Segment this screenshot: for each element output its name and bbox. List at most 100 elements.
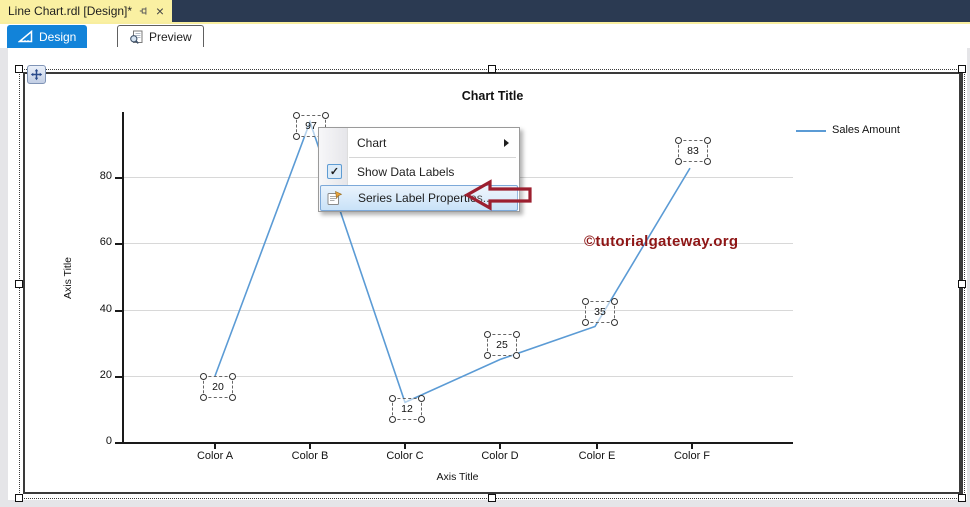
label-handle (582, 319, 589, 326)
move-handle[interactable] (27, 65, 46, 84)
gridline-20 (122, 376, 793, 377)
chart-title[interactable]: Chart Title (461, 89, 524, 103)
x-tick (309, 443, 311, 449)
label-handle (582, 298, 589, 305)
data-label-value: 83 (687, 145, 699, 157)
label-handle (611, 319, 618, 326)
y-tick (115, 243, 122, 245)
label-handle (418, 395, 425, 402)
y-tick-label: 0 (105, 435, 112, 447)
label-handle (389, 395, 396, 402)
label-handle (704, 137, 711, 144)
data-label[interactable]: 25 (484, 331, 520, 359)
category-label: Color F (673, 450, 711, 462)
move-arrows-icon (30, 68, 43, 81)
y-axis-line (122, 112, 124, 443)
resize-handle-bottom-middle[interactable] (488, 494, 496, 502)
label-handle (513, 331, 520, 338)
category-label: Color C (386, 450, 424, 462)
y-tick-label: 60 (99, 236, 112, 248)
gridline-60 (122, 243, 793, 244)
legend-series-label[interactable]: Sales Amount (832, 124, 900, 136)
menu-item-chart-label: Chart (357, 135, 387, 150)
y-axis-title: Axis Title (62, 256, 74, 300)
label-handle (675, 137, 682, 144)
surface-left-margin (0, 48, 8, 507)
resize-handle-top-left[interactable] (15, 65, 23, 73)
label-handle (229, 373, 236, 380)
category-label: Color E (578, 450, 616, 462)
preview-magnifier-icon (130, 30, 143, 44)
data-label-value: 35 (594, 306, 606, 318)
design-ruler-icon (18, 30, 33, 43)
document-tab-bar: Line Chart.rdl [Design]* × (0, 0, 970, 24)
label-handle (200, 373, 207, 380)
data-label[interactable]: 20 (200, 373, 236, 401)
menu-item-series-label-properties[interactable]: Series Label Properties... (320, 185, 518, 211)
data-label-value: 25 (496, 339, 508, 351)
category-label: Color D (481, 450, 519, 462)
legend-line-sample (796, 130, 826, 132)
label-handle (322, 112, 329, 119)
x-tick (499, 443, 501, 449)
menu-item-show-data-labels-label: Show Data Labels (357, 164, 455, 179)
surface-bottom-margin (0, 500, 970, 507)
resize-handle-right-middle[interactable] (958, 280, 966, 288)
label-handle (484, 352, 491, 359)
data-label[interactable]: 35 (582, 298, 618, 326)
x-tick (214, 443, 216, 449)
y-tick (115, 376, 122, 378)
label-handle (418, 416, 425, 423)
series-label-properties-icon (327, 190, 343, 205)
resize-handle-left-middle[interactable] (15, 280, 23, 288)
x-axis-title: Axis Title (436, 471, 479, 483)
chart-line (214, 119, 691, 404)
y-tick (115, 442, 122, 444)
data-label[interactable]: 83 (675, 137, 711, 165)
context-menu: Chart ✓ Show Data Labels Series Label Pr… (318, 127, 520, 212)
red-annotation-arrow (463, 179, 532, 211)
watermark-text: ©tutorialgateway.org (584, 233, 739, 250)
label-handle (484, 331, 491, 338)
tab-design-label: Design (39, 29, 77, 44)
menu-item-series-label-properties-label: Series Label Properties... (358, 191, 493, 205)
resize-handle-top-right[interactable] (958, 65, 966, 73)
menu-item-show-data-labels[interactable]: ✓ Show Data Labels (320, 158, 518, 185)
data-label-value: 12 (401, 403, 413, 415)
document-tab[interactable]: Line Chart.rdl [Design]* × (0, 0, 172, 22)
resize-handle-bottom-right[interactable] (958, 494, 966, 502)
y-tick-label: 20 (99, 369, 112, 381)
label-handle (389, 416, 396, 423)
x-tick (404, 443, 406, 449)
label-handle (200, 394, 207, 401)
y-tick-label: 80 (99, 170, 112, 182)
label-handle (293, 112, 300, 119)
resize-handle-top-middle[interactable] (488, 65, 496, 73)
y-tick (115, 177, 122, 179)
label-handle (704, 158, 711, 165)
submenu-arrow-icon (504, 138, 509, 147)
tab-preview[interactable]: Preview (117, 25, 204, 47)
data-label-value: 20 (212, 381, 224, 393)
label-handle (611, 298, 618, 305)
x-tick (691, 443, 693, 449)
x-axis-line (122, 442, 793, 444)
resize-handle-bottom-left[interactable] (15, 494, 23, 502)
label-handle (675, 158, 682, 165)
category-label: Color A (196, 450, 234, 462)
label-handle (513, 352, 520, 359)
menu-item-chart[interactable]: Chart (320, 129, 518, 156)
tab-design[interactable]: Design (7, 25, 88, 48)
category-label: Color B (291, 450, 329, 462)
data-label[interactable]: 12 (389, 395, 425, 423)
y-tick-label: 40 (99, 303, 112, 315)
document-tab-title: Line Chart.rdl [Design]* (8, 4, 133, 18)
tab-preview-label: Preview (149, 29, 192, 44)
gridline-40 (122, 310, 793, 311)
data-label-value: 97 (305, 120, 317, 132)
pin-icon[interactable] (139, 5, 149, 17)
y-tick (115, 310, 122, 312)
close-icon[interactable]: × (155, 3, 164, 19)
x-tick (596, 443, 598, 449)
